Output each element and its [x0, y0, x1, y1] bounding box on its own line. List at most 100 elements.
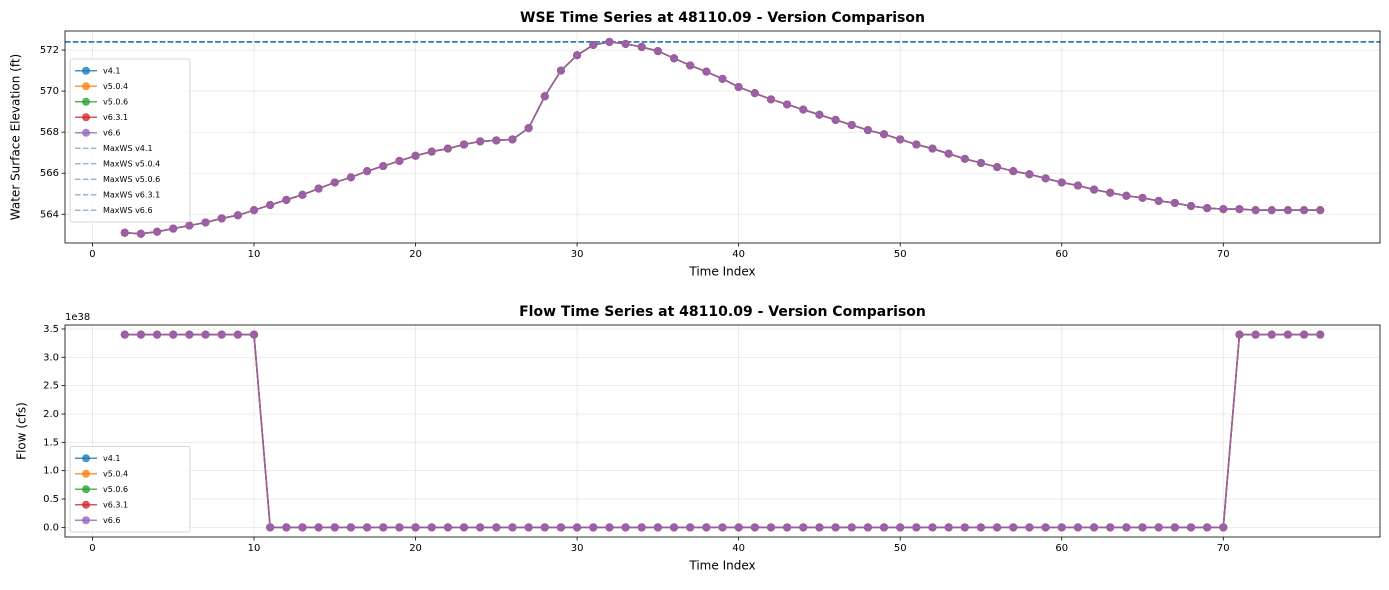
series-point	[944, 149, 953, 158]
series-point	[217, 330, 226, 339]
series-point	[1122, 191, 1131, 200]
series-point	[1235, 205, 1244, 214]
y-tick-label: 1.5	[43, 437, 59, 448]
series-point	[1073, 523, 1082, 532]
series-point	[266, 201, 275, 210]
series-point	[1170, 523, 1179, 532]
legend-marker	[82, 454, 90, 463]
legend: v4.1 v5.0.4 v5.0.6 v6.3.1 v6.6	[69, 446, 191, 533]
series-point	[379, 162, 388, 171]
series-point	[718, 523, 727, 532]
series-point	[395, 523, 404, 532]
series-point	[1009, 523, 1018, 532]
series-point	[314, 523, 323, 532]
series-point	[928, 523, 937, 532]
y-tick-label: 0.5	[43, 494, 59, 505]
legend-box	[69, 58, 191, 223]
series-point	[201, 218, 210, 227]
series-point	[1041, 174, 1050, 183]
chart-title: Flow Time Series at 48110.09 - Version C…	[519, 304, 926, 320]
plot: 0 10 20 30 40 50 60 70 0.0 0.5 1.0 1.5 2.0 2.5 3.0 3.5 F…	[15, 304, 1381, 573]
series-point	[589, 523, 598, 532]
series-point	[1316, 330, 1325, 339]
x-tick-label: 0	[89, 249, 95, 260]
series-point	[847, 523, 856, 532]
y-tick-label: 3.0	[43, 352, 59, 363]
y-tick-label: 568	[40, 127, 59, 138]
series-point	[250, 330, 259, 339]
series-point	[1138, 523, 1147, 532]
series-point	[169, 330, 178, 339]
series-point	[330, 178, 339, 187]
series-point	[1283, 206, 1292, 215]
series-point	[524, 124, 533, 133]
series-point	[346, 523, 355, 532]
x-tick-label: 10	[248, 249, 261, 260]
x-tick-label: 70	[1217, 543, 1230, 554]
legend-marker	[82, 128, 90, 137]
series-point	[1203, 204, 1212, 213]
series-point	[863, 126, 872, 135]
series-point	[573, 523, 582, 532]
y-tick-label: 566	[40, 168, 59, 179]
series-point	[282, 195, 291, 204]
series-point	[783, 523, 792, 532]
series-point	[556, 66, 565, 75]
series-point	[605, 523, 614, 532]
x-tick-label: 20	[409, 543, 422, 554]
series-point	[912, 523, 921, 532]
series-point	[1138, 193, 1147, 202]
series-point	[508, 135, 517, 144]
series-point	[411, 151, 420, 160]
series-point	[912, 140, 921, 149]
series-point	[1300, 330, 1309, 339]
series-point	[476, 523, 485, 532]
legend-label: v6.3.1	[103, 500, 128, 509]
series-point	[621, 523, 630, 532]
legend: v4.1 v5.0.4 v5.0.6 v6.3.1 v6.6 MaxWS v4.1 MaxW…	[69, 58, 191, 223]
x-tick-label: 70	[1217, 249, 1230, 260]
series-line	[124, 333, 1321, 529]
series-point	[314, 184, 323, 193]
series-point	[330, 523, 339, 532]
x-axis-label: Time Index	[688, 265, 755, 279]
y-tick-label: 2.5	[43, 381, 59, 392]
series-point	[815, 523, 824, 532]
plot-area	[120, 330, 1325, 532]
series-point	[169, 224, 178, 233]
series-point	[896, 523, 905, 532]
series-point	[233, 330, 242, 339]
offset-label: 1e38	[65, 312, 90, 323]
series-line	[124, 333, 1321, 529]
series-point	[298, 523, 307, 532]
legend-box	[69, 446, 191, 533]
series-point	[1090, 523, 1099, 532]
series-point	[670, 54, 679, 63]
series-point	[1219, 523, 1228, 532]
series-point	[960, 523, 969, 532]
series-point	[976, 158, 985, 167]
series-point	[1186, 202, 1195, 211]
series-point	[427, 147, 436, 156]
y-tick-label: 2.0	[43, 409, 59, 420]
series-point	[136, 330, 145, 339]
legend-marker	[82, 113, 90, 122]
series-point	[589, 40, 598, 49]
series-line	[124, 41, 1321, 235]
series-point	[153, 227, 162, 236]
series-point	[556, 523, 565, 532]
x-tick-label: 40	[732, 249, 745, 260]
series-point	[686, 523, 695, 532]
series-point	[799, 523, 808, 532]
series-point	[976, 523, 985, 532]
series-point	[928, 144, 937, 153]
series-point	[1041, 523, 1050, 532]
series-point	[363, 167, 372, 176]
series-point	[944, 523, 953, 532]
legend-label: v5.0.6	[103, 485, 128, 494]
legend-marker	[82, 97, 90, 106]
series-point	[1073, 181, 1082, 190]
series-point	[1267, 330, 1276, 339]
series-point	[492, 523, 501, 532]
